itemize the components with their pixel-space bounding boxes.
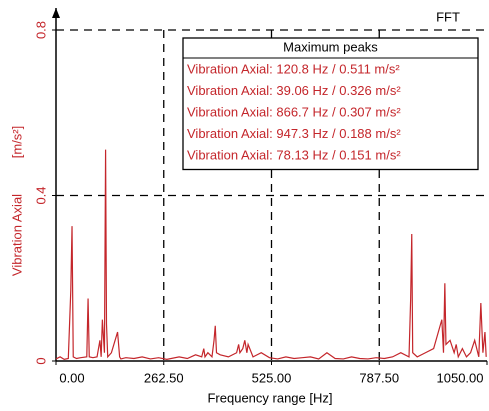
legend-entry: Vibration Axial: 78.13 Hz / 0.151 m/s² — [187, 147, 401, 162]
y-axis-label: Vibration Axial — [9, 194, 24, 276]
x-tick-label: 525.00 — [252, 370, 292, 385]
x-tick-label: 262.50 — [144, 370, 184, 385]
x-tick-label: 1050.00 — [437, 370, 484, 385]
chart-title: FFT — [436, 9, 460, 24]
x-tick-label: 0.00 — [59, 370, 84, 385]
y-tick-label: 0.4 — [33, 186, 48, 204]
spectrum-line — [55, 149, 487, 360]
x-tick-label: 787.50 — [359, 370, 399, 385]
y-axis-arrow — [52, 8, 60, 18]
legend-entry: Vibration Axial: 947.3 Hz / 0.188 m/s² — [187, 126, 401, 141]
legend-entry: Vibration Axial: 866.7 Hz / 0.307 m/s² — [187, 104, 401, 119]
legend-box — [182, 37, 479, 171]
y-axis-unit: [m/s²] — [9, 126, 24, 159]
legend-entry: Vibration Axial: 39.06 Hz / 0.326 m/s² — [187, 83, 401, 98]
legend-title: Maximum peaks — [283, 39, 378, 54]
y-tick-label: 0 — [33, 357, 48, 364]
legend-entry: Vibration Axial: 120.8 Hz / 0.511 m/s² — [187, 61, 400, 76]
x-axis-label: Frequency range [Hz] — [207, 390, 332, 405]
y-tick-label: 0.8 — [33, 21, 48, 39]
